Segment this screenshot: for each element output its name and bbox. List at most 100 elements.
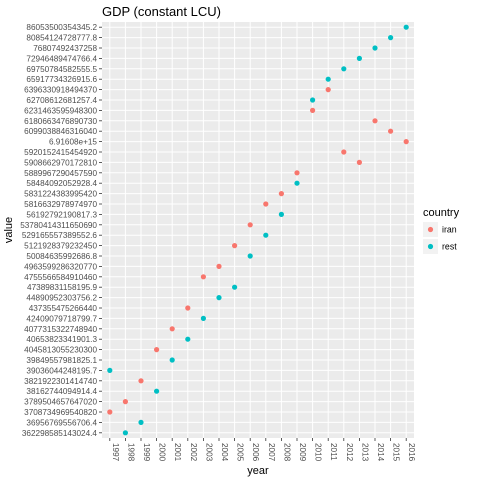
y-tick-label: 5831224383995​420: [24, 190, 97, 199]
y-tick-label: 4755566584910​460: [24, 273, 97, 282]
y-tick-label: 4963599286320​770: [24, 262, 97, 271]
y-tick-label: 5619279219081​7.3: [26, 210, 97, 219]
x-tick-label: 2003: [204, 443, 213, 462]
x-tick-label: 2005: [236, 443, 245, 462]
x-tick-label: 2008: [282, 443, 291, 462]
point-rest-2006: [247, 253, 253, 259]
point-rest-2004: [216, 295, 222, 301]
point-iran-2005: [232, 243, 238, 249]
y-tick-label: 4738983115819​5.9: [27, 283, 97, 292]
x-tick-label: 1998: [126, 443, 135, 462]
point-rest-2001: [169, 357, 175, 363]
y-tick-label: 6180663476890​730: [24, 117, 97, 126]
point-rest-2008: [278, 211, 284, 217]
x-tick-label: 2010: [314, 443, 323, 462]
y-tick-label: 6975078458255​5.5: [26, 65, 97, 74]
point-iran-2015: [388, 128, 394, 134]
point-iran-2003: [200, 274, 206, 280]
legend-label-rest: rest: [442, 242, 457, 252]
y-tick-label: 4489095230375​6.2: [26, 294, 97, 303]
y-tick-label: 3821922301414​740: [24, 377, 97, 386]
point-iran-1997: [107, 409, 113, 415]
x-tick-label: 2001: [173, 443, 182, 462]
y-tick-label: 5816632978974​970: [24, 200, 97, 209]
data-points: [107, 24, 409, 436]
x-axis-title: year: [247, 465, 269, 477]
y-tick-label: 4077315322748​940: [24, 325, 97, 334]
point-rest-1999: [138, 419, 144, 425]
y-tick-label: 8085412472877​7.8: [26, 34, 97, 43]
legend-marker-rest: [427, 243, 434, 250]
x-tick-label: 2002: [189, 443, 198, 462]
point-iran-2012: [341, 149, 347, 155]
y-tick-label: 369567695567​06.4: [26, 418, 97, 427]
y-tick-label: 8605350035434​5.2: [26, 23, 97, 32]
point-rest-2010: [310, 97, 316, 103]
y-tick-label: 5889967290457​590: [24, 169, 97, 178]
point-iran-2011: [325, 87, 331, 93]
y-tick-label: 7294648947476​6.4: [26, 54, 97, 63]
x-tick-label: 2015: [392, 443, 401, 462]
legend-marker-iran: [427, 226, 434, 233]
x-tick-label: 1997: [111, 443, 120, 462]
point-rest-2005: [232, 284, 238, 290]
point-rest-1998: [122, 430, 128, 436]
point-rest-2016: [403, 24, 409, 30]
y-tick-label: 3789504657647​020: [24, 398, 97, 407]
point-iran-2009: [294, 170, 300, 176]
point-iran-2013: [356, 159, 362, 165]
y-tick-label: 3984955798182​5.1: [26, 356, 97, 365]
x-tick-label: 2014: [376, 443, 385, 462]
point-iran-2002: [185, 305, 191, 311]
x-tick-label: 2012: [345, 443, 354, 462]
y-tick-label: 37087349695408​20: [24, 408, 97, 417]
y-tick-label: 5008463599268​6.8: [26, 252, 97, 261]
x-tick-label: 2007: [267, 443, 276, 462]
y-tick-label: 5121928379232​450: [24, 242, 97, 251]
point-iran-2004: [216, 263, 222, 269]
point-rest-2012: [341, 66, 347, 72]
legend: country iran rest: [423, 207, 460, 254]
point-rest-2015: [388, 35, 394, 41]
point-rest-2009: [294, 180, 300, 186]
point-iran-2000: [154, 347, 160, 353]
x-tick-label: 2006: [251, 443, 260, 462]
point-iran-2006: [247, 222, 253, 228]
point-rest-2007: [263, 232, 269, 238]
point-iran-2016: [403, 139, 409, 145]
y-tick-label: 5908662970172​810: [24, 158, 97, 167]
y-tick-label: 4240907971879​9.7: [26, 314, 97, 323]
grid-lines: [102, 22, 414, 438]
y-tick-label: 5848409205292​8.4: [26, 179, 97, 188]
point-iran-2007: [263, 201, 269, 207]
legend-label-iran: iran: [442, 225, 457, 235]
x-axis-ticks: 1997 1998 1999 2000 2001 2002 2003 2004 2005 2006…: [109, 438, 416, 462]
x-tick-label: 2011: [329, 443, 338, 461]
point-rest-2002: [185, 336, 191, 342]
y-tick-label: 3622985851430​24.4: [22, 429, 98, 438]
point-rest-2003: [200, 315, 206, 321]
y-tick-label: 4373554752664​40: [29, 304, 98, 313]
y-tick-label: 3816274409491​4.4: [26, 387, 97, 396]
y-tick-label: 7680749243725​8: [33, 44, 97, 53]
point-iran-2008: [278, 191, 284, 197]
y-tick-label: 3903604424819​5.7: [26, 366, 97, 375]
y-axis-ticks: 3622985851430​24.4 369567695567​06.437087…: [20, 23, 102, 438]
y-tick-label: 6231463595948​300: [24, 106, 97, 115]
legend-title: country: [423, 207, 460, 219]
y-tick-label: 5378041431165​0690: [20, 221, 97, 230]
y-axis-title: value: [3, 217, 15, 243]
point-rest-1997: [107, 367, 113, 373]
point-iran-1998: [122, 399, 128, 405]
point-rest-2013: [356, 55, 362, 62]
x-tick-label: 2004: [220, 443, 229, 462]
y-tick-label: 6270861268125​7.4: [26, 96, 97, 105]
point-rest-2000: [154, 388, 160, 394]
y-tick-label: 5291655573895​52.6: [22, 231, 98, 240]
point-rest-2014: [372, 45, 378, 51]
point-rest-2011: [325, 76, 331, 82]
y-tick-label: 6396330918494​370: [24, 86, 97, 95]
y-tick-label: 6.91608e+15: [49, 138, 97, 147]
point-iran-2014: [372, 118, 378, 124]
